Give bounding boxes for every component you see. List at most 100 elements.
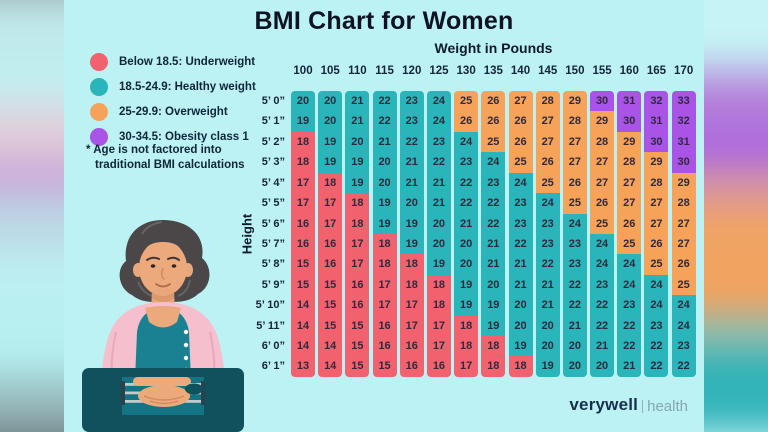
weight-header-cell: 145 xyxy=(538,65,558,77)
bmi-cell: 27 xyxy=(535,131,560,153)
bmi-cell: 21 xyxy=(535,295,560,316)
bmi-cell: 21 xyxy=(481,254,506,275)
bmi-cell: 20 xyxy=(590,356,615,377)
height-label-column: 5’ 0” 5’ 1” 5’ 2” 5’ 3” 5’ 4” 5’ 5” 5’ 6” 5’ 7”… xyxy=(228,91,285,377)
legend-label: Below 18.5: Underweight xyxy=(119,56,256,68)
bmi-cell: 22 xyxy=(590,295,615,316)
weight-header-cell: 125 xyxy=(429,65,449,77)
bmi-cell: 28 xyxy=(535,91,560,112)
legend-label: 25-29.9: Overweight xyxy=(119,106,228,118)
bmi-cell: 14 xyxy=(291,295,315,316)
bmi-cell: 18 xyxy=(481,356,506,377)
bmi-cell: 25 xyxy=(562,193,587,214)
bmi-grid: 20 19 18 18 17 17 16 16 15 15 14 14 14 13 20 20 19 19 18 17… xyxy=(291,91,696,377)
bmi-cell: 28 xyxy=(590,131,615,153)
bmi-cell: 20 xyxy=(399,193,424,214)
bmi-cell: 27 xyxy=(562,152,587,173)
bmi-cell: 17 xyxy=(318,193,343,214)
bmi-cell: 20 xyxy=(426,213,451,234)
bmi-column: 22 22 21 20 20 19 19 18 18 17 17 16 16 15 xyxy=(372,91,397,377)
bmi-cell: 23 xyxy=(617,295,642,316)
weight-header-cell: 130 xyxy=(456,65,476,77)
bmi-column: 20 19 18 18 17 17 16 16 15 15 14 14 14 13 xyxy=(291,91,315,377)
bmi-cell: 24 xyxy=(481,152,506,173)
bmi-cell: 17 xyxy=(345,254,370,275)
bmi-cell: 16 xyxy=(345,274,370,296)
bmi-cell: 17 xyxy=(318,213,343,234)
weight-header-row: 100 105 110 115 120 125 130 135 140 145 150 155 160 1… xyxy=(291,65,697,77)
bmi-cell: 25 xyxy=(508,152,533,173)
bmi-cell: 19 xyxy=(535,356,560,377)
bmi-cell: 17 xyxy=(399,315,424,337)
bmi-cell: 27 xyxy=(590,172,615,194)
bmi-cell: 26 xyxy=(617,213,642,234)
bmi-cell: 23 xyxy=(671,336,696,357)
bmi-cell: 20 xyxy=(508,315,533,337)
bmi-cell: 22 xyxy=(454,172,479,194)
bmi-cell: 19 xyxy=(345,152,370,173)
bmi-cell: 21 xyxy=(590,336,615,357)
legend-label: 18.5-24.9: Healthy weight xyxy=(119,81,256,93)
bmi-cell: 25 xyxy=(617,233,642,255)
weight-axis-label: Weight in Pounds xyxy=(434,40,553,56)
bmi-cell: 29 xyxy=(644,152,669,173)
bmi-cell: 18 xyxy=(454,336,479,357)
bmi-column: 29 28 27 27 26 25 24 23 23 22 22 21 20 20 xyxy=(562,91,587,377)
height-label: 5’ 4” xyxy=(261,176,285,189)
bmi-cell: 15 xyxy=(345,356,370,377)
weight-header-cell: 140 xyxy=(510,65,531,77)
bmi-cell: 18 xyxy=(426,274,451,296)
bmi-cell: 28 xyxy=(644,172,669,194)
bmi-cell: 24 xyxy=(454,131,479,153)
height-label: 5’ 2” xyxy=(261,135,285,148)
bmi-cell: 21 xyxy=(372,131,397,153)
bmi-cell: 23 xyxy=(508,193,533,214)
height-label: 5’ 5” xyxy=(261,197,285,210)
bmi-cell: 30 xyxy=(590,91,615,112)
bmi-cell: 19 xyxy=(372,213,397,234)
bmi-cell: 24 xyxy=(590,254,615,275)
bmi-cell: 21 xyxy=(535,274,560,296)
bmi-column: 23 23 22 21 21 20 19 19 18 18 17 17 16 16 xyxy=(399,91,424,377)
bmi-cell: 27 xyxy=(671,233,696,255)
bmi-cell: 18 xyxy=(399,254,424,275)
weight-header-cell: 100 xyxy=(293,65,313,77)
bmi-cell: 14 xyxy=(291,336,315,357)
bmi-cell: 23 xyxy=(481,172,506,194)
bmi-column: 25 26 24 23 22 22 21 20 20 19 19 18 18 17 xyxy=(454,91,479,377)
bmi-cell: 17 xyxy=(454,356,479,377)
bmi-cell: 27 xyxy=(617,172,642,194)
bmi-cell: 25 xyxy=(590,213,615,234)
bmi-cell: 21 xyxy=(617,356,642,377)
bmi-cell: 19 xyxy=(481,315,506,337)
bmi-cell: 27 xyxy=(590,152,615,173)
bmi-cell: 20 xyxy=(562,356,587,377)
bmi-cell: 14 xyxy=(318,356,343,377)
bmi-column: 33 32 31 30 29 28 27 27 26 25 24 24 23 22 xyxy=(671,91,696,377)
bmi-cell: 16 xyxy=(426,356,451,377)
bmi-column: 24 24 23 22 21 21 20 20 19 18 18 17 17 16 xyxy=(426,91,451,377)
bmi-cell: 16 xyxy=(318,254,343,275)
bmi-cell: 16 xyxy=(345,295,370,316)
legend-item: Below 18.5: Underweight xyxy=(90,53,256,71)
blurred-left-edge xyxy=(0,0,64,432)
bmi-cell: 16 xyxy=(372,336,397,357)
bmi-cell: 22 xyxy=(426,152,451,173)
bmi-column: 21 21 20 19 19 18 18 17 17 16 16 15 15 15 xyxy=(345,91,370,377)
legend-item: 30-34.5: Obesity class 1 xyxy=(90,128,256,146)
bmi-cell: 20 xyxy=(372,152,397,173)
bmi-cell: 15 xyxy=(345,336,370,357)
brand-health: health xyxy=(647,398,688,415)
bmi-cell: 26 xyxy=(508,111,533,132)
bmi-cell: 22 xyxy=(562,274,587,296)
bmi-cell: 15 xyxy=(372,356,397,377)
bmi-cell: 22 xyxy=(617,315,642,337)
bmi-cell: 21 xyxy=(508,274,533,296)
bmi-cell: 19 xyxy=(481,295,506,316)
bmi-cell: 26 xyxy=(508,131,533,153)
bmi-cell: 18 xyxy=(372,254,397,275)
bmi-cell: 23 xyxy=(535,213,560,234)
bmi-cell: 23 xyxy=(454,152,479,173)
bmi-cell: 22 xyxy=(644,356,669,377)
bmi-cell: 20 xyxy=(481,274,506,296)
